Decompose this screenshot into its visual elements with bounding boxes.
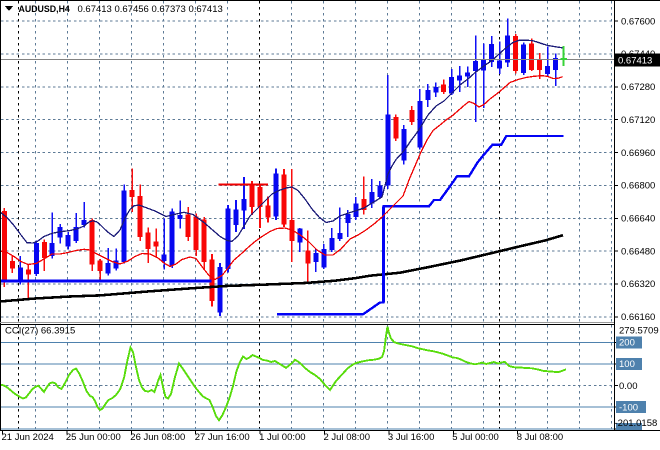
- svg-text:CCI(27) 66.3915: CCI(27) 66.3915: [5, 326, 75, 337]
- svg-text:0.66160: 0.66160: [621, 312, 655, 323]
- svg-text:-201.0158: -201.0158: [615, 418, 658, 429]
- svg-text:0.67280: 0.67280: [621, 82, 655, 93]
- svg-text:0.66480: 0.66480: [621, 246, 655, 257]
- svg-text:2 Jul 08:00: 2 Jul 08:00: [324, 432, 370, 443]
- svg-text:3 Jul 16:00: 3 Jul 16:00: [388, 432, 434, 443]
- svg-text:0.66800: 0.66800: [621, 181, 655, 192]
- svg-text:0.67600: 0.67600: [621, 16, 655, 27]
- svg-text:279.5709: 279.5709: [619, 326, 659, 337]
- svg-text:-100: -100: [619, 402, 638, 413]
- svg-text:8 Jul 08:00: 8 Jul 08:00: [517, 432, 563, 443]
- svg-text:0.00: 0.00: [619, 381, 638, 392]
- svg-text:AUDUSD,H4: AUDUSD,H4: [19, 4, 70, 14]
- svg-text:200: 200: [619, 338, 635, 349]
- svg-text:100: 100: [619, 359, 635, 370]
- svg-text:21 Jun 2024: 21 Jun 2024: [2, 432, 54, 443]
- svg-text:0.66640: 0.66640: [621, 214, 655, 225]
- svg-text:0.67120: 0.67120: [621, 115, 655, 126]
- svg-text:0.67413: 0.67413: [618, 56, 652, 67]
- svg-text:1 Jul 00:00: 1 Jul 00:00: [259, 432, 305, 443]
- svg-text:0.66960: 0.66960: [621, 148, 655, 159]
- svg-text:0.66320: 0.66320: [621, 279, 655, 290]
- svg-text:25 Jun 00:00: 25 Jun 00:00: [66, 432, 121, 443]
- svg-text:5 Jul 00:00: 5 Jul 00:00: [452, 432, 498, 443]
- svg-text:26 Jun 08:00: 26 Jun 08:00: [130, 432, 185, 443]
- svg-text:0.67413 0.67456 0.67373 0.6741: 0.67413 0.67456 0.67373 0.67413: [78, 4, 223, 15]
- svg-text:27 Jun 16:00: 27 Jun 16:00: [195, 432, 250, 443]
